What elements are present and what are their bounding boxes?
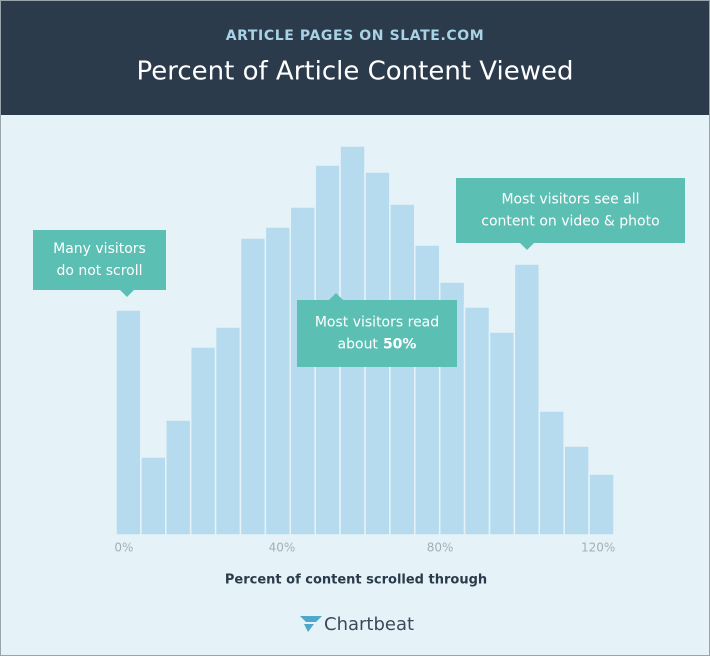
bar xyxy=(214,326,242,536)
callout-line: do not scroll xyxy=(56,263,142,279)
header xyxy=(1,1,709,115)
callout-text: content on video & photo xyxy=(481,214,659,230)
bar xyxy=(538,410,565,536)
callout-emphasis: 50% xyxy=(383,337,417,353)
callout: Many visitors do not scroll xyxy=(33,230,166,297)
bar xyxy=(115,309,142,536)
callout-line: Many visitors xyxy=(53,241,146,257)
x-axis-title: Percent of content scrolled through xyxy=(225,573,487,588)
x-tick-label: 0% xyxy=(114,541,133,555)
callout-pointer xyxy=(329,293,343,300)
bar xyxy=(563,445,590,536)
callout-text: Many visitors xyxy=(53,241,146,257)
callout: Most visitors see all content on video & … xyxy=(456,178,685,250)
bar xyxy=(289,206,316,536)
callout-line: content on video & photo xyxy=(481,214,659,230)
bar xyxy=(239,237,267,536)
callout-box xyxy=(456,178,685,243)
callout-text: Most visitors see all xyxy=(501,192,639,208)
x-tick-label: 40% xyxy=(269,541,296,555)
chart-title: Percent of Article Content Viewed xyxy=(137,57,574,87)
callout-box xyxy=(297,300,457,367)
callout-text: about 50% xyxy=(338,337,417,353)
bar xyxy=(264,226,292,536)
source: Chartbeat xyxy=(324,614,414,635)
bar xyxy=(165,419,192,536)
callout: Most visitors read about 50% xyxy=(297,293,457,367)
x-tick-label: 120% xyxy=(581,541,615,555)
bar xyxy=(588,473,615,536)
callout-box xyxy=(33,230,166,290)
x-tick-label: 80% xyxy=(427,541,454,555)
logo-icon xyxy=(300,616,322,632)
bar xyxy=(189,346,217,536)
bar xyxy=(389,203,416,536)
callout-line: about xyxy=(338,337,379,353)
bar xyxy=(140,456,167,536)
bar xyxy=(488,331,516,536)
callout-text: Most visitors read xyxy=(315,315,439,331)
callout-text: do not scroll xyxy=(56,263,142,279)
bar xyxy=(463,306,491,536)
callout-line: Most visitors see all xyxy=(501,192,639,208)
logo: Chartbeat xyxy=(300,614,414,635)
chart-subtitle: ARTICLE PAGES ON SLATE.COM xyxy=(226,28,485,44)
bar xyxy=(414,244,441,536)
callout-pointer xyxy=(520,243,534,250)
callout-line: Most visitors read xyxy=(315,315,439,331)
callout-pointer xyxy=(120,290,134,297)
bar xyxy=(513,263,541,536)
